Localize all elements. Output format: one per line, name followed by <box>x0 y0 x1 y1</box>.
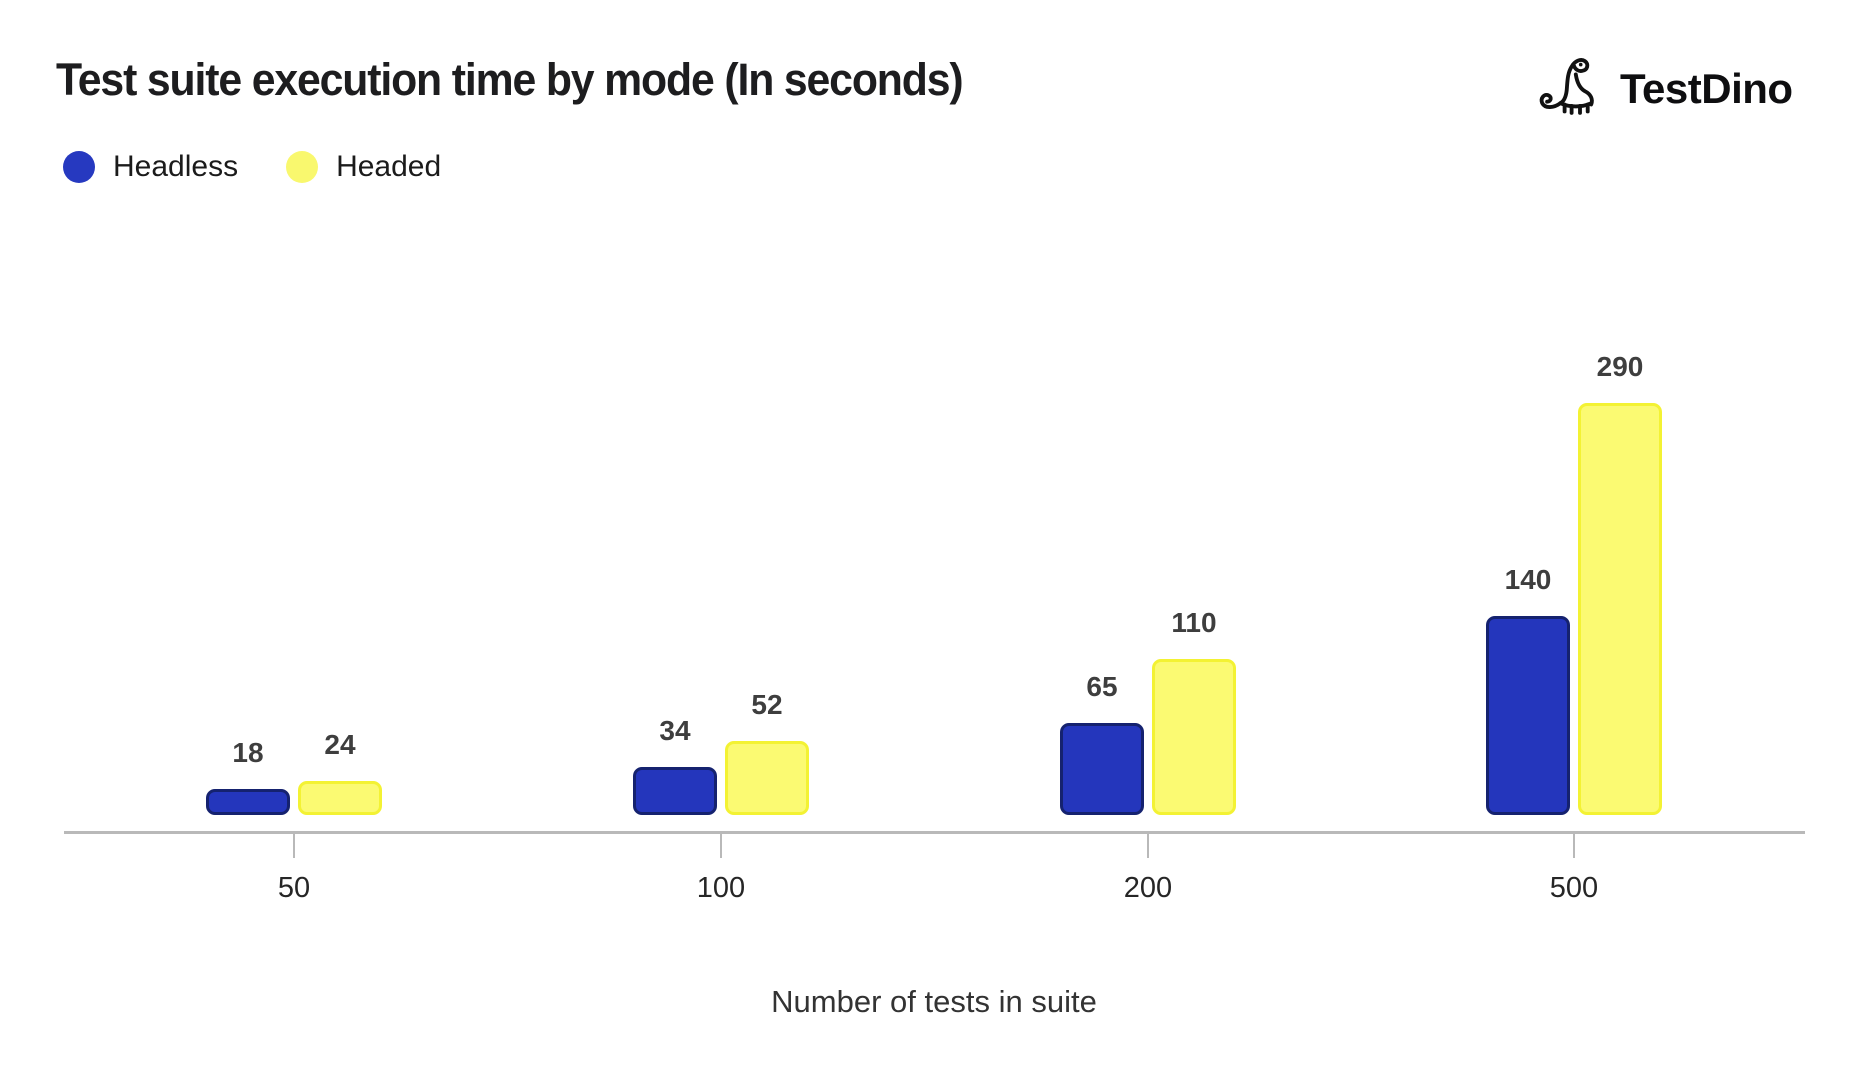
bar-headed-100 <box>725 741 809 815</box>
value-label-headless-50: 18 <box>232 737 264 768</box>
legend-item-headless: Headless <box>63 150 238 184</box>
value-label-headed-100: 52 <box>751 689 783 720</box>
x-axis-line <box>64 831 1805 834</box>
x-tick-label-100: 100 <box>696 872 746 904</box>
bar-headless-200 <box>1060 723 1144 815</box>
legend-dot-headless <box>63 151 95 183</box>
brand-logo: TestDino <box>1538 52 1793 126</box>
bar-headed-500 <box>1578 403 1662 815</box>
x-tick-label-200: 200 <box>1123 872 1173 904</box>
bar-headed-200 <box>1152 659 1236 815</box>
value-label-headless-100: 34 <box>659 715 691 746</box>
bar-headed-50 <box>298 781 382 815</box>
bar-headless-100 <box>633 767 717 815</box>
x-tick-500 <box>1573 834 1575 858</box>
bar-headless-50 <box>206 789 290 815</box>
legend-item-headed: Headed <box>286 150 441 184</box>
value-label-headless-200: 65 <box>1086 671 1118 702</box>
value-label-headless-500: 140 <box>1504 564 1552 595</box>
legend-label-headless: Headless <box>113 150 239 183</box>
bar-headless-500 <box>1486 616 1570 815</box>
x-tick-label-500: 500 <box>1549 872 1599 904</box>
x-axis-title: Number of tests in suite <box>771 984 1097 1019</box>
legend-label-headed: Headed <box>336 150 442 183</box>
value-label-headed-500: 290 <box>1596 351 1644 382</box>
chart-title: Test suite execution time by mode (In se… <box>56 54 964 105</box>
dino-icon <box>1538 53 1608 126</box>
value-label-headed-200: 110 <box>1171 607 1217 638</box>
x-tick-label-50: 50 <box>277 872 311 904</box>
legend-dot-headed <box>286 151 319 183</box>
x-tick-50 <box>293 834 295 858</box>
chart-legend: Headless Headed <box>63 150 441 184</box>
value-label-headed-50: 24 <box>324 729 356 760</box>
x-tick-200 <box>1147 834 1149 858</box>
brand-name: TestDino <box>1620 65 1793 112</box>
x-tick-100 <box>720 834 722 858</box>
